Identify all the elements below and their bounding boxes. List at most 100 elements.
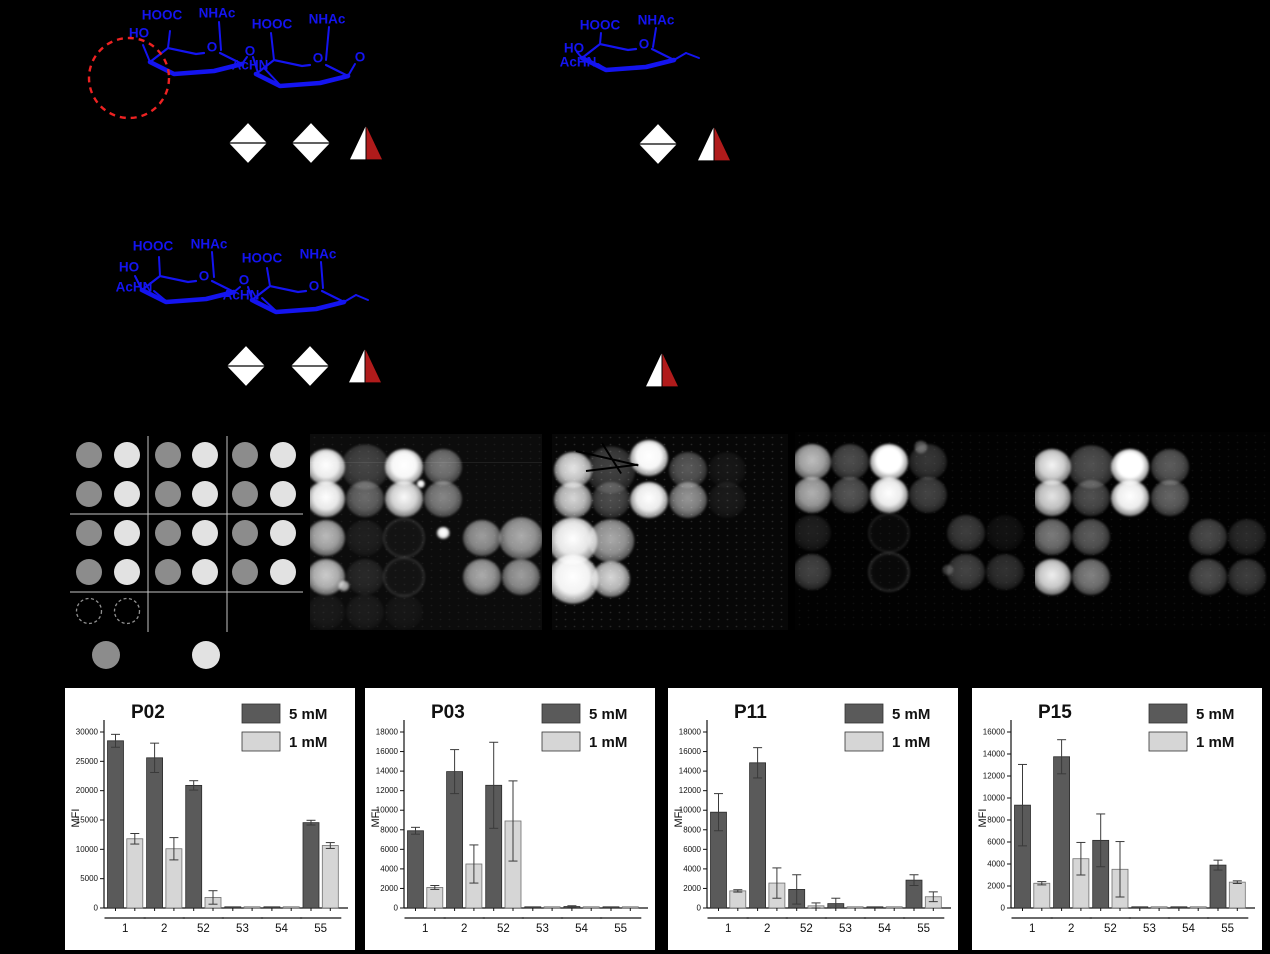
sugar-ring-wedge bbox=[249, 297, 347, 315]
blot-spot bbox=[346, 519, 384, 557]
legend-spot-light bbox=[192, 641, 220, 669]
chem-bond bbox=[263, 67, 281, 86]
sugar-ring-bond bbox=[148, 46, 206, 64]
blot-spot bbox=[947, 553, 985, 591]
chem-bond bbox=[599, 32, 602, 45]
bar-P02-5mM-2 bbox=[146, 757, 163, 909]
chem-bond bbox=[673, 52, 687, 61]
blot-spot bbox=[310, 448, 345, 486]
chart-title: P11 bbox=[734, 702, 767, 723]
blot-spot-ring bbox=[868, 551, 910, 593]
chem-bond bbox=[233, 286, 241, 293]
chem-bond bbox=[355, 294, 369, 301]
blot-spot bbox=[436, 527, 450, 539]
blot-spot bbox=[346, 593, 384, 630]
chem-bond bbox=[266, 267, 271, 287]
blot-spot bbox=[708, 451, 746, 489]
blot-spot bbox=[554, 481, 592, 519]
x-category-label: 54 bbox=[1182, 923, 1195, 935]
legend-label: 1 mM bbox=[1196, 734, 1234, 751]
legend-label: 5 mM bbox=[589, 706, 627, 723]
chem-bond bbox=[247, 286, 253, 300]
x-category-label: 55 bbox=[614, 923, 627, 935]
blot-spot bbox=[1151, 448, 1189, 486]
y-tick-label: 2000 bbox=[683, 884, 701, 893]
y-tick-label: 4000 bbox=[987, 860, 1005, 869]
microarray-scan-panel-4 bbox=[1035, 432, 1270, 630]
y-tick-label: 5000 bbox=[80, 874, 98, 883]
bar-P02-5mM-52 bbox=[185, 784, 203, 909]
chart-title: P15 bbox=[1038, 702, 1072, 723]
chem-bond bbox=[142, 44, 151, 63]
blot-spot bbox=[502, 558, 540, 596]
chem-label: HOOC bbox=[580, 18, 621, 33]
blot-spot bbox=[831, 476, 869, 514]
bar-P03-1mM-53 bbox=[543, 906, 561, 909]
chem-label: O bbox=[245, 44, 256, 59]
bar-P03-5mM-55 bbox=[602, 906, 620, 909]
chem-label: O bbox=[239, 273, 250, 288]
blot-spot bbox=[341, 444, 389, 490]
y-tick-label: 8000 bbox=[380, 825, 398, 834]
sugar-ring-bond bbox=[254, 58, 312, 76]
array-spot-light bbox=[114, 481, 140, 507]
array-spot-dark bbox=[76, 559, 102, 585]
blot-spot bbox=[499, 517, 542, 559]
legend-swatch-5mM bbox=[844, 703, 884, 724]
array-spot-dark bbox=[76, 481, 102, 507]
y-tick-label: 8000 bbox=[683, 825, 701, 834]
chem-bond bbox=[158, 256, 161, 277]
bar-P02-1mM-55 bbox=[321, 845, 339, 909]
legend-label: 1 mM bbox=[589, 734, 627, 751]
sugar-ring-bond bbox=[140, 274, 198, 292]
array-spot-dark bbox=[232, 481, 258, 507]
array-spot-light bbox=[270, 559, 296, 585]
array-spot-dark bbox=[232, 442, 258, 468]
blot-spot bbox=[424, 480, 462, 518]
bar-chart-p11: P11 5 mM 1 mM 0 2000 4000 6000 8000 10000 12000 14… bbox=[668, 688, 958, 950]
blot-spot bbox=[986, 514, 1024, 552]
bar-P11-5mM-2 bbox=[749, 762, 766, 909]
blot-spot bbox=[1072, 558, 1110, 596]
bar-P02-5mM-55 bbox=[302, 822, 320, 909]
x-category-label: 53 bbox=[236, 923, 249, 935]
chem-bond bbox=[685, 52, 700, 59]
blot-spot bbox=[1035, 558, 1071, 596]
y-tick-label: 12000 bbox=[983, 772, 1006, 781]
legend-swatch-1mM bbox=[844, 731, 884, 752]
y-tick-label: 6000 bbox=[380, 845, 398, 854]
y-tick-label: 2000 bbox=[987, 882, 1005, 891]
blot-spot bbox=[1072, 518, 1110, 556]
legend-swatch-5mM bbox=[241, 703, 281, 724]
y-tick-label: 20000 bbox=[76, 786, 99, 795]
array-spot-light bbox=[270, 481, 296, 507]
chem-bond bbox=[211, 251, 215, 278]
x-category-label: 54 bbox=[575, 923, 588, 935]
array-spot-light bbox=[114, 520, 140, 546]
blot-spot bbox=[588, 519, 634, 563]
x-category-label: 52 bbox=[1104, 923, 1117, 935]
bar-P03-1mM-54 bbox=[582, 906, 600, 909]
blot-spot bbox=[1189, 518, 1227, 556]
y-tick-label: 10000 bbox=[376, 806, 399, 815]
y-tick-label: 0 bbox=[394, 904, 399, 913]
chem-bond bbox=[320, 261, 324, 289]
x-category-label: 2 bbox=[461, 923, 467, 935]
chem-bond bbox=[134, 275, 143, 291]
chem-label: AcHN bbox=[116, 280, 153, 295]
bar-P02-5mM-54 bbox=[263, 906, 281, 909]
chem-label: HOOC bbox=[252, 17, 293, 32]
blot-spot bbox=[385, 448, 423, 486]
legend-label: 5 mM bbox=[289, 706, 327, 723]
microarray-scan-panel-1 bbox=[310, 434, 542, 630]
chem-label: HO bbox=[119, 260, 139, 275]
blot-spot-ring bbox=[383, 517, 425, 559]
bar-P15-1mM-55 bbox=[1228, 881, 1246, 909]
array-spot-light bbox=[192, 559, 218, 585]
x-category-label: 54 bbox=[878, 923, 891, 935]
blot-spot bbox=[1151, 479, 1189, 517]
sugar-ring-wedge bbox=[147, 59, 245, 77]
x-category-label: 1 bbox=[122, 923, 128, 935]
blot-spot bbox=[338, 580, 350, 592]
